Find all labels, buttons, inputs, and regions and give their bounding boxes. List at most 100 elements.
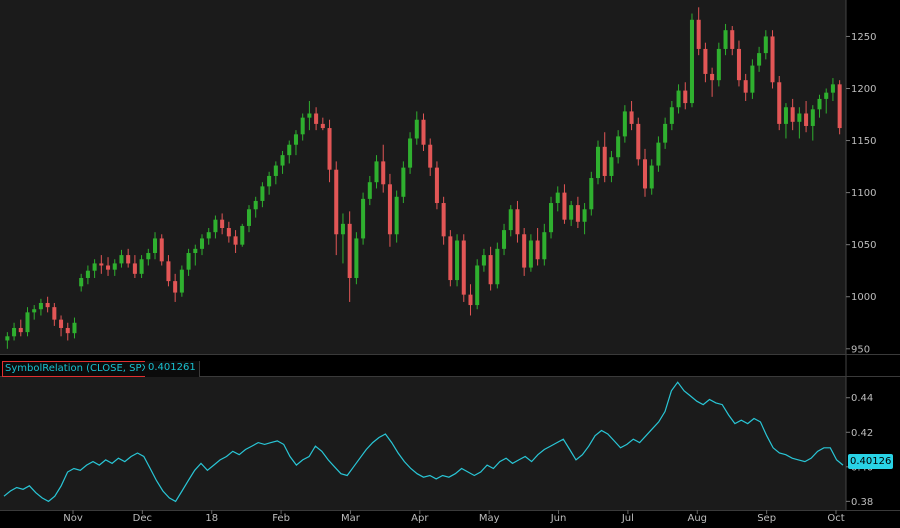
candle-body <box>434 167 439 204</box>
candle-body <box>99 263 104 266</box>
study-tick-label: 0.42 <box>851 428 873 439</box>
candle-body <box>535 240 540 260</box>
candle-body <box>609 157 614 176</box>
candle-body <box>703 48 708 74</box>
candle-body <box>327 128 332 170</box>
candle-body <box>555 192 560 204</box>
candle-body <box>92 263 97 271</box>
candle-body <box>790 107 795 122</box>
candle-body <box>159 238 164 262</box>
candle-body <box>334 169 339 235</box>
time-tick-label: May <box>479 513 500 524</box>
candle-body <box>763 36 768 54</box>
candle-body <box>320 123 325 129</box>
candle-body <box>461 240 466 295</box>
time-tick-label: Dec <box>133 513 152 524</box>
candle-body <box>32 309 37 313</box>
candle-body <box>824 92 829 99</box>
price-tick-label: 1000 <box>851 292 876 303</box>
study-axis: 0.380.400.420.44 <box>846 393 873 508</box>
candle-body <box>18 327 23 333</box>
candle-body <box>414 119 419 139</box>
candle-body <box>830 84 835 93</box>
candle-body <box>602 146 607 176</box>
candle-body <box>112 263 117 270</box>
time-tick-label: Feb <box>272 513 290 524</box>
study-title-label[interactable]: SymbolRelation (CLOSE, SPX) <box>2 361 156 377</box>
candle-body <box>106 265 111 270</box>
candle-body <box>45 302 50 308</box>
candle-body <box>146 253 151 260</box>
candle-body <box>696 19 701 49</box>
candle-body <box>347 223 352 278</box>
candle-body <box>783 107 788 124</box>
candle-body <box>139 259 144 274</box>
candle-body <box>25 312 30 333</box>
candle-body <box>340 223 345 235</box>
candle-body <box>132 263 137 274</box>
candle-body <box>549 203 554 233</box>
candle-body <box>582 209 587 222</box>
candle-body <box>267 175 272 187</box>
candle-body <box>72 322 77 334</box>
candle-body <box>260 186 265 201</box>
candle-body <box>797 113 802 122</box>
candle-body <box>730 30 735 49</box>
candle-body <box>562 192 567 220</box>
candle-body <box>575 205 580 222</box>
candle-body <box>629 111 634 124</box>
candle-body <box>663 123 668 143</box>
price-tick-label: 1100 <box>851 188 876 199</box>
study-tick-label: 0.44 <box>851 393 873 404</box>
price-tick-label: 950 <box>851 344 870 355</box>
candle-body <box>770 36 775 83</box>
candle-body <box>757 53 762 66</box>
time-tick-label: Apr <box>411 513 429 524</box>
study-plot-area <box>0 377 846 510</box>
candle-body <box>676 90 681 108</box>
time-tick-label: Sep <box>757 513 776 524</box>
candle-body <box>642 159 648 189</box>
candle-body <box>119 255 124 264</box>
study-line-series <box>3 381 844 503</box>
candle-body <box>475 265 480 306</box>
candle-body <box>199 238 205 249</box>
candle-body <box>589 178 594 210</box>
candle-body <box>273 165 278 176</box>
candle-body <box>233 236 238 245</box>
candle-body <box>314 113 319 124</box>
candle-body <box>716 48 721 81</box>
candle-body <box>616 136 621 158</box>
candle-body <box>79 277 84 287</box>
candle-body <box>12 327 17 337</box>
candle-body <box>481 255 486 266</box>
price-tick-label: 1250 <box>851 32 876 43</box>
time-tick-label: Jul <box>621 513 634 524</box>
candle-body <box>387 184 392 235</box>
candle-body <box>179 269 184 293</box>
candle-body <box>736 48 741 81</box>
candle-body <box>280 155 285 166</box>
study-current-value: 0.401261 <box>145 361 200 377</box>
candle-body <box>468 294 473 306</box>
candle-body <box>750 65 755 93</box>
candle-body <box>669 107 674 124</box>
candle-body <box>622 111 627 137</box>
candle-body <box>569 205 574 220</box>
candle-body <box>173 281 178 293</box>
candle-body <box>213 219 218 233</box>
candle-body <box>777 82 782 124</box>
candle-body <box>153 238 158 254</box>
candle-body <box>649 165 654 189</box>
time-tick-label: Nov <box>63 513 83 524</box>
candle-body <box>59 319 64 328</box>
candle-body <box>710 73 715 81</box>
candle-body <box>300 117 305 135</box>
candle-body <box>307 113 312 118</box>
candle-body <box>804 113 809 126</box>
study-tick-label: 0.38 <box>851 497 873 508</box>
candle-body <box>595 146 601 179</box>
candle-body <box>495 248 500 285</box>
candle-body <box>186 253 191 270</box>
candle-body <box>455 240 460 281</box>
